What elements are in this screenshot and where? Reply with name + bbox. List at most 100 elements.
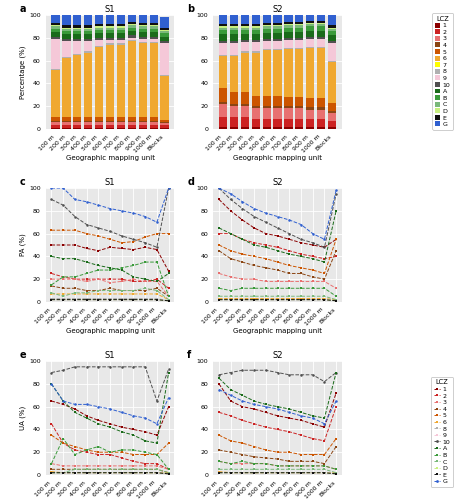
Bar xyxy=(305,31,313,36)
Bar xyxy=(51,26,60,28)
Bar xyxy=(62,128,71,129)
Bar xyxy=(229,44,238,55)
Bar xyxy=(127,126,136,128)
Bar xyxy=(138,23,147,25)
Bar xyxy=(51,126,60,128)
Bar xyxy=(284,97,292,106)
Bar xyxy=(273,28,281,33)
Bar xyxy=(273,49,281,50)
Bar xyxy=(240,52,248,92)
Bar xyxy=(218,126,227,129)
Title: S2: S2 xyxy=(272,5,282,14)
Bar xyxy=(73,128,81,129)
Bar xyxy=(160,41,168,43)
Title: S2: S2 xyxy=(272,178,282,188)
X-axis label: Geographic mapping unit: Geographic mapping unit xyxy=(66,328,154,334)
Bar xyxy=(284,25,292,28)
Bar xyxy=(95,126,103,128)
Bar xyxy=(95,121,103,122)
Bar xyxy=(295,48,303,49)
Bar xyxy=(116,118,125,121)
Bar xyxy=(229,28,238,30)
Bar xyxy=(116,26,125,28)
Bar xyxy=(262,118,270,126)
Bar xyxy=(106,40,114,43)
Bar xyxy=(73,15,81,25)
Bar xyxy=(62,41,71,57)
Bar xyxy=(116,121,125,122)
Bar xyxy=(127,121,136,122)
Bar xyxy=(73,122,81,126)
Bar xyxy=(149,39,157,42)
Bar xyxy=(273,50,281,96)
Bar xyxy=(84,25,92,28)
Bar xyxy=(73,34,81,39)
Bar xyxy=(73,31,81,34)
Bar xyxy=(127,118,136,121)
Bar xyxy=(284,28,292,32)
Bar xyxy=(51,68,60,70)
Bar xyxy=(229,15,238,24)
Bar xyxy=(262,25,270,26)
Bar xyxy=(138,44,147,118)
Bar xyxy=(138,42,147,43)
Bar xyxy=(95,24,103,26)
Bar xyxy=(51,39,60,68)
Bar xyxy=(73,54,81,55)
Bar xyxy=(251,28,259,30)
Bar xyxy=(160,126,168,128)
Bar xyxy=(273,126,281,129)
Bar xyxy=(273,118,281,126)
Bar xyxy=(273,25,281,26)
Bar xyxy=(305,36,313,39)
Bar xyxy=(51,28,60,32)
Bar xyxy=(149,42,157,43)
Bar xyxy=(116,33,125,38)
Bar xyxy=(149,26,157,28)
Bar xyxy=(218,102,227,104)
Bar xyxy=(327,126,335,129)
Bar xyxy=(262,49,270,50)
Bar xyxy=(149,122,157,126)
Bar xyxy=(251,24,259,26)
Bar xyxy=(316,118,324,126)
Bar xyxy=(218,30,227,34)
Bar xyxy=(284,49,292,97)
Bar xyxy=(160,120,168,122)
Bar xyxy=(127,14,136,22)
Bar xyxy=(106,26,114,28)
Bar xyxy=(262,23,270,25)
Bar xyxy=(51,23,60,25)
Bar xyxy=(218,41,227,43)
X-axis label: Geographic mapping unit: Geographic mapping unit xyxy=(233,328,321,334)
Bar xyxy=(305,26,313,31)
Bar xyxy=(273,15,281,23)
Bar xyxy=(251,106,259,108)
Bar xyxy=(149,25,157,26)
Bar xyxy=(218,88,227,102)
Bar xyxy=(62,25,71,28)
Bar xyxy=(149,23,157,25)
Bar xyxy=(295,106,303,108)
Bar xyxy=(73,25,81,28)
Bar xyxy=(62,58,71,118)
Bar xyxy=(251,96,259,106)
Bar xyxy=(51,15,60,23)
Bar xyxy=(84,52,92,118)
Bar xyxy=(327,31,335,36)
Text: c: c xyxy=(20,176,25,186)
Bar xyxy=(116,40,125,43)
Bar xyxy=(73,121,81,122)
Bar xyxy=(327,36,335,41)
Bar xyxy=(62,15,71,25)
Bar xyxy=(51,118,60,121)
Bar xyxy=(62,121,71,122)
Bar xyxy=(160,18,168,28)
Bar xyxy=(273,39,281,41)
Bar xyxy=(229,56,238,92)
Bar xyxy=(295,108,303,118)
Bar xyxy=(327,44,335,60)
Bar xyxy=(251,126,259,129)
Bar xyxy=(116,44,125,118)
Bar xyxy=(116,38,125,40)
